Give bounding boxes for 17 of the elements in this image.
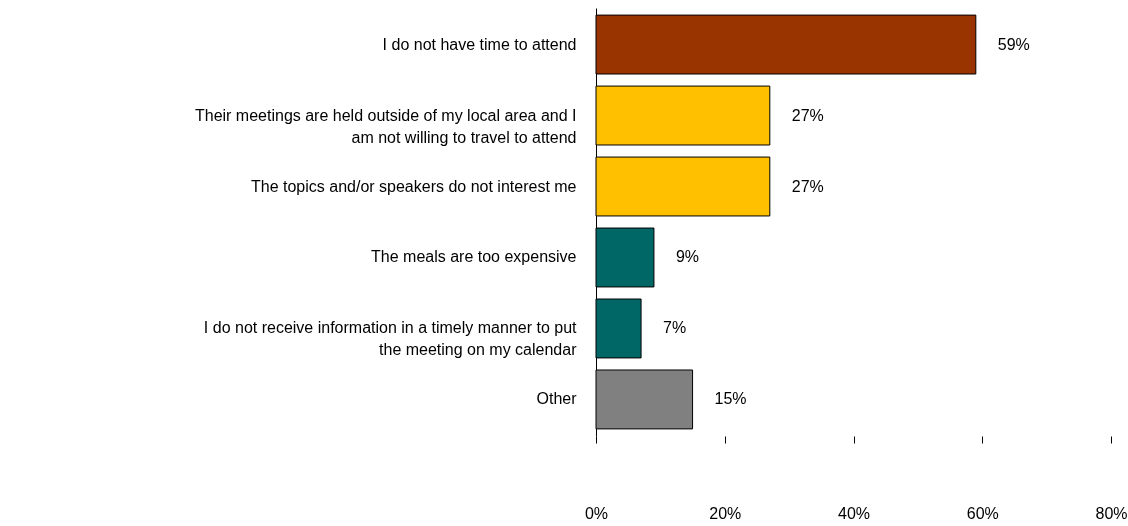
x-tick-label: 60%: [966, 504, 999, 522]
y-tick-label: Other: [536, 390, 578, 408]
x-tick-label: 40%: [837, 504, 871, 522]
x-tick-label: 0%: [584, 504, 609, 522]
data-label: 15%: [714, 390, 747, 408]
y-tick-label: The meals are too expensive: [371, 248, 577, 266]
y-tick-label: The topics and/or speakers do not interest me: [250, 177, 577, 195]
data-label: 9%: [675, 248, 700, 266]
x-tick-label: 20%: [709, 504, 742, 522]
data-label: 59%: [997, 35, 1030, 53]
y-tick-label: I do not have time to attend: [382, 35, 577, 53]
y-tick-label: Their meetings are held outside of my local area and I am not willing to travel to attend: [194, 106, 577, 146]
data-label: 7%: [663, 319, 687, 337]
x-tick-label: 80%: [1095, 504, 1128, 522]
data-label: 27%: [791, 177, 824, 195]
y-tick-label: I do not receive information in a timely manner to put the meeting on my calendar: [203, 319, 578, 359]
data-label: 27%: [791, 106, 824, 124]
